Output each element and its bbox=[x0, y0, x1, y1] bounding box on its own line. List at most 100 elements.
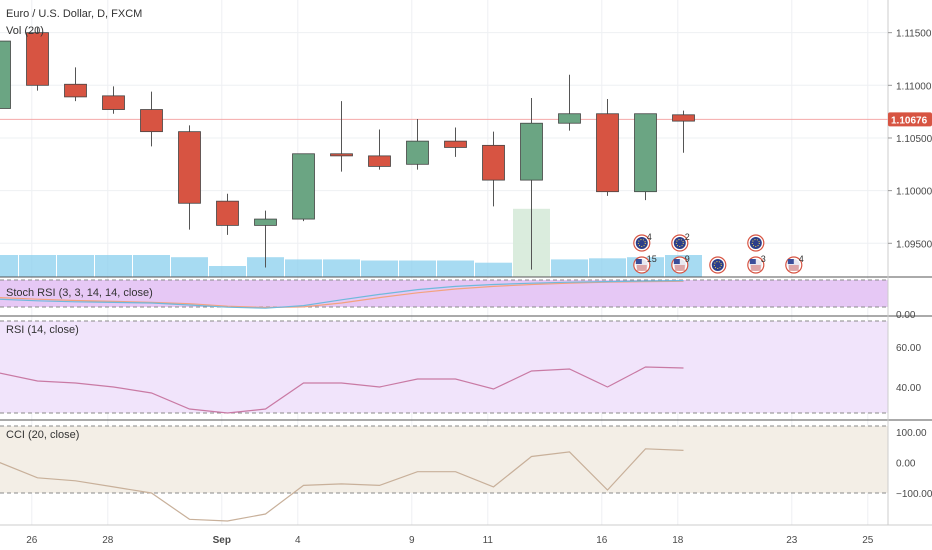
candle[interactable] bbox=[102, 86, 125, 114]
candle[interactable] bbox=[178, 125, 201, 230]
stoch-rsi-title: Stoch RSI (3, 3, 14, 14, close) bbox=[6, 287, 153, 299]
us-flag-canton bbox=[787, 259, 794, 264]
x-tick-label: 18 bbox=[672, 535, 684, 546]
us-flag-icon[interactable]: 15 bbox=[633, 254, 657, 274]
candle-body bbox=[254, 218, 277, 226]
candle-body bbox=[292, 153, 315, 220]
economic-events[interactable]: 4 2 15 9 3 4 bbox=[633, 232, 804, 274]
candle[interactable] bbox=[558, 74, 581, 131]
us-flag-icon[interactable]: 3 bbox=[747, 254, 766, 274]
volume-bar bbox=[19, 255, 56, 277]
candle[interactable] bbox=[64, 67, 87, 102]
x-tick-label: 26 bbox=[26, 535, 38, 546]
cci-pane[interactable] bbox=[0, 426, 888, 493]
event-count: 4 bbox=[647, 232, 652, 242]
candle[interactable] bbox=[520, 97, 543, 270]
eu-flag-icon[interactable]: 2 bbox=[671, 232, 690, 252]
price-tick-label: 1.11000 bbox=[896, 81, 932, 92]
event-count: 9 bbox=[685, 254, 690, 264]
candle-body bbox=[26, 32, 49, 86]
volume-bar bbox=[285, 259, 322, 277]
candle[interactable] bbox=[0, 38, 11, 112]
cci-tick-label: 0.00 bbox=[896, 459, 916, 470]
event-count: 15 bbox=[647, 254, 657, 264]
candle[interactable] bbox=[482, 131, 505, 207]
x-tick-label: Sep bbox=[213, 535, 231, 546]
x-tick-label: 9 bbox=[409, 535, 415, 546]
us-flag-icon[interactable]: 4 bbox=[785, 254, 804, 274]
candle[interactable] bbox=[26, 27, 49, 91]
candle-body bbox=[368, 155, 391, 167]
candle-body bbox=[216, 200, 239, 226]
candle[interactable] bbox=[406, 119, 429, 170]
rsi-title: RSI (14, close) bbox=[6, 324, 79, 336]
rsi-pane[interactable] bbox=[0, 321, 888, 413]
candle-body bbox=[0, 40, 11, 109]
candle-body bbox=[482, 144, 505, 181]
eu-flag-stars bbox=[751, 239, 760, 247]
eu-flag-disc bbox=[673, 237, 686, 249]
eu-flag-icon[interactable]: 4 bbox=[633, 232, 652, 252]
event-count: 4 bbox=[799, 254, 804, 264]
event-count: 3 bbox=[761, 254, 766, 264]
stoch-d-line bbox=[0, 280, 684, 309]
candlesticks[interactable] bbox=[0, 27, 695, 270]
cci-tick-label: −100.00 bbox=[896, 489, 932, 500]
candle[interactable] bbox=[254, 210, 277, 268]
eu-flag-icon[interactable] bbox=[709, 256, 727, 274]
candle[interactable] bbox=[330, 101, 353, 172]
rsi-tick-label: 60.00 bbox=[896, 343, 921, 354]
candle-body bbox=[330, 153, 353, 157]
candle[interactable] bbox=[292, 153, 315, 222]
candle-body bbox=[140, 109, 163, 133]
candle-body bbox=[558, 113, 581, 124]
candle[interactable] bbox=[596, 99, 619, 196]
stoch-k-line bbox=[0, 280, 684, 309]
x-tick-label: 23 bbox=[786, 535, 798, 546]
price-tick-label: 1.10000 bbox=[896, 187, 932, 198]
x-tick-label: 11 bbox=[483, 535, 494, 546]
price-tick-label: 1.10500 bbox=[896, 134, 932, 145]
x-tick-label: 25 bbox=[862, 535, 874, 546]
rsi-tick-label: 40.00 bbox=[896, 383, 921, 394]
volume-bar bbox=[209, 266, 246, 277]
volume-bar bbox=[57, 255, 94, 277]
volume-label: Vol (20) bbox=[6, 25, 44, 37]
candle-body bbox=[406, 140, 429, 165]
us-flag-canton bbox=[673, 259, 680, 264]
eu-flag-stars bbox=[637, 239, 646, 247]
candle[interactable] bbox=[216, 193, 239, 235]
cci-title: CCI (20, close) bbox=[6, 429, 79, 441]
x-tick-label: 4 bbox=[295, 535, 301, 546]
volume-bar bbox=[437, 260, 474, 277]
volume-bars bbox=[0, 208, 702, 277]
eu-flag-icon[interactable] bbox=[747, 234, 765, 252]
candle[interactable] bbox=[140, 91, 163, 147]
volume-bar bbox=[399, 260, 436, 277]
candle-body bbox=[444, 140, 467, 148]
volume-bar bbox=[0, 255, 18, 277]
volume-bar bbox=[589, 258, 626, 277]
price-tick-label: 1.09500 bbox=[896, 239, 932, 250]
price-tick-label: 1.11500 bbox=[896, 29, 932, 40]
candle[interactable] bbox=[444, 127, 467, 157]
candle-body bbox=[634, 113, 657, 193]
volume-bar bbox=[171, 257, 208, 277]
event-count: 2 bbox=[685, 232, 690, 242]
volume-bar bbox=[475, 262, 512, 277]
eu-flag-disc bbox=[635, 237, 648, 249]
eu-flag-stars bbox=[713, 261, 722, 269]
candle[interactable] bbox=[634, 113, 657, 201]
cci-tick-label: 100.00 bbox=[896, 428, 927, 439]
volume-bar bbox=[133, 255, 170, 277]
stoch-tick-label: 0.00 bbox=[896, 310, 916, 321]
cci-line bbox=[0, 448, 684, 522]
candle[interactable] bbox=[368, 129, 391, 170]
candle-body bbox=[520, 122, 543, 181]
candle-body bbox=[102, 95, 125, 110]
us-flag-icon[interactable]: 9 bbox=[671, 254, 690, 274]
last-price-label: 1.10676 bbox=[891, 115, 928, 126]
volume-bar bbox=[361, 260, 398, 277]
candle[interactable] bbox=[672, 110, 695, 153]
